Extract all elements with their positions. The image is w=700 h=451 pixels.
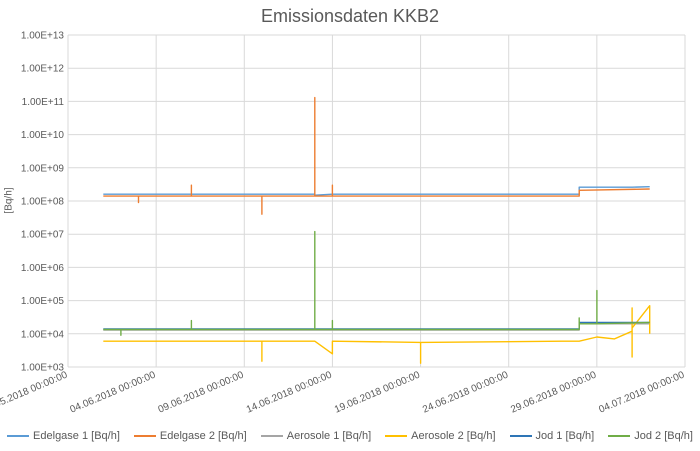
legend-swatch (133, 435, 156, 437)
x-tick-label: 09.06.2018 00:00:00 (157, 369, 246, 415)
x-tick-label: 19.06.2018 00:00:00 (333, 369, 422, 415)
legend-swatch (7, 435, 30, 437)
legend-label: Aerosole 2 [Bq/h] (411, 430, 496, 442)
x-tick-label: 30.05.2018 00:00:00 (0, 369, 70, 415)
legend-label: Edelgase 1 [Bq/h] (33, 430, 120, 442)
series-line (103, 96, 650, 215)
legend-item: Aerosole 2 [Bq/h] (385, 430, 496, 442)
legend-swatch (509, 435, 532, 437)
legend-swatch (385, 435, 408, 437)
y-tick-label: 1.00E+12 (21, 64, 65, 75)
x-tick-label: 24.06.2018 00:00:00 (421, 369, 510, 415)
y-tick-label: 1.00E+08 (21, 197, 65, 208)
x-tick-label: 29.06.2018 00:00:00 (509, 369, 598, 415)
y-tick-label: 1.00E+06 (21, 263, 65, 274)
y-tick-label: 1.00E+13 (21, 31, 65, 42)
series-line (103, 186, 650, 196)
chart-title: Emissionsdaten KKB2 (260, 6, 440, 26)
y-tick-label: 1.00E+03 (21, 363, 65, 374)
legend-item: Edelgase 2 [Bq/h] (133, 430, 247, 442)
legend-item: Edelgase 1 [Bq/h] (7, 430, 120, 442)
legend-swatch (260, 435, 283, 437)
x-tick-label: 04.06.2018 00:00:00 (69, 369, 158, 415)
y-tick-label: 1.00E+09 (21, 163, 65, 174)
y-tick-label: 1.00E+07 (21, 230, 65, 241)
y-tick-label: 1.00E+10 (21, 130, 65, 141)
x-tick-label: 14.06.2018 00:00:00 (245, 369, 334, 415)
legend-label: Edelgase 2 [Bq/h] (159, 430, 247, 442)
legend-label: Aerosole 1 [Bq/h] (286, 430, 372, 442)
x-tick-label: 04.07.2018 00:00:00 (597, 369, 686, 415)
legend-swatch (608, 435, 631, 437)
series-line (103, 305, 651, 364)
legend-label: Jod 2 [Bq/h] (634, 430, 693, 442)
series-line (103, 230, 650, 336)
y-tick-label: 1.00E+11 (22, 97, 65, 108)
legend-label: Jod 1 [Bq/h] (535, 430, 595, 442)
series-line (103, 321, 650, 330)
y-tick-label: 1.00E+05 (21, 296, 65, 307)
legend-item: Jod 2 [Bq/h] (608, 430, 693, 442)
legend-item: Jod 1 [Bq/h] (509, 430, 595, 442)
y-tick-label: 1.00E+04 (21, 329, 65, 340)
legend-item: Aerosole 1 [Bq/h] (260, 430, 372, 442)
legend: Edelgase 1 [Bq/h] Edelgase 2 [Bq/h] Aeroso… (0, 430, 700, 442)
